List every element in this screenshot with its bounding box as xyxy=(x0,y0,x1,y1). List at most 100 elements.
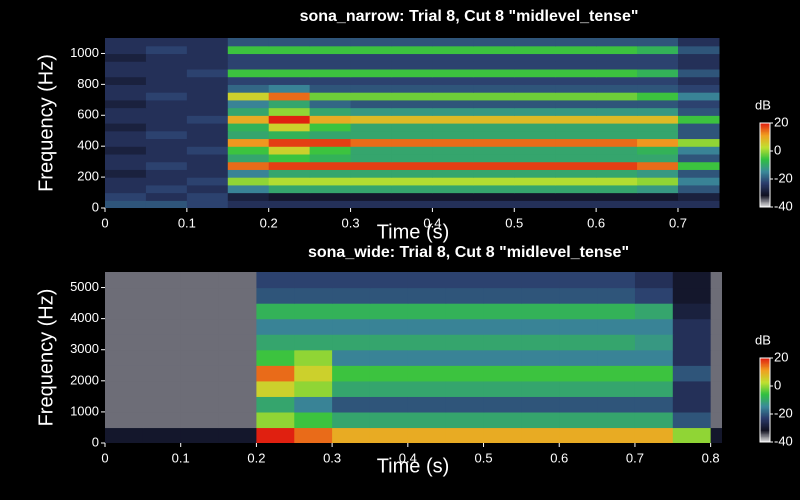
cell xyxy=(637,61,679,70)
cell xyxy=(227,92,270,101)
cell xyxy=(555,92,597,101)
cell xyxy=(186,130,229,140)
cell xyxy=(309,92,352,101)
cell xyxy=(105,115,147,124)
cell xyxy=(256,303,295,320)
cell xyxy=(445,365,485,382)
cell xyxy=(672,334,712,351)
y-axis-label: Frequency (Hz) xyxy=(35,54,57,192)
cell xyxy=(710,396,722,413)
cell xyxy=(473,76,515,85)
cell xyxy=(407,380,447,397)
colorbar-tick-label: 20 xyxy=(774,349,788,364)
cell xyxy=(432,200,474,208)
cell xyxy=(218,396,258,413)
x-tick-label: 0 xyxy=(101,215,108,230)
x-tick-label: 0.5 xyxy=(505,215,523,230)
cell xyxy=(227,99,270,109)
cell xyxy=(597,287,636,304)
cell xyxy=(180,272,220,289)
cell xyxy=(677,61,720,70)
cell xyxy=(180,396,220,413)
colorbar-swatch xyxy=(760,180,770,183)
cell xyxy=(391,76,434,85)
cell xyxy=(637,99,679,109)
colorbar-swatch xyxy=(760,141,770,144)
cell xyxy=(369,349,409,366)
cell xyxy=(596,68,638,78)
cell xyxy=(710,303,722,320)
cell xyxy=(514,107,556,116)
cell xyxy=(186,169,229,178)
cell xyxy=(294,318,333,335)
cell xyxy=(105,169,147,178)
colorbar-swatch xyxy=(760,435,770,437)
colorbar-swatch xyxy=(760,405,770,408)
cell xyxy=(145,161,188,170)
cell xyxy=(483,287,522,304)
colorbar-swatch xyxy=(760,380,770,383)
cell xyxy=(521,380,560,397)
chart-title: sona_narrow: Trial 8, Cut 8 "midlevel_te… xyxy=(300,8,639,25)
cell xyxy=(473,200,515,208)
cell xyxy=(559,411,598,429)
cell xyxy=(637,200,679,208)
cell xyxy=(672,396,712,413)
cell xyxy=(227,161,270,170)
cell xyxy=(227,107,270,116)
cell xyxy=(677,45,720,55)
cell xyxy=(105,318,144,335)
cell xyxy=(483,427,522,443)
x-tick-label: 0.1 xyxy=(172,450,190,465)
colorbar-swatch xyxy=(760,412,770,415)
cell xyxy=(473,45,515,55)
cell xyxy=(637,138,679,147)
cell xyxy=(483,396,522,413)
cell xyxy=(391,92,434,101)
spectrogram xyxy=(105,272,722,443)
cell xyxy=(105,287,144,304)
colorbar-swatch xyxy=(760,433,770,436)
colorbar-label: dB xyxy=(755,332,771,347)
colorbar-swatch xyxy=(760,146,770,149)
cell xyxy=(391,192,434,201)
cell xyxy=(186,200,229,208)
cell xyxy=(256,318,295,335)
cell xyxy=(432,123,474,132)
colorbar-tick-label: -20 xyxy=(774,405,793,420)
cell xyxy=(514,146,556,155)
cell xyxy=(432,169,474,178)
cell xyxy=(637,115,679,124)
cell xyxy=(145,38,188,47)
cell xyxy=(186,138,229,147)
cell xyxy=(105,177,147,186)
cell xyxy=(597,380,636,397)
cell xyxy=(309,146,352,155)
cell xyxy=(473,138,515,147)
cell xyxy=(634,272,674,289)
colorbar-tick-label: -20 xyxy=(774,170,793,185)
cell xyxy=(391,107,434,116)
cell xyxy=(432,92,474,101)
colorbar-swatch xyxy=(760,437,770,440)
cell xyxy=(514,76,556,85)
cell xyxy=(559,303,598,320)
cell xyxy=(369,287,409,304)
cell xyxy=(145,61,188,70)
cell xyxy=(432,153,474,163)
cell xyxy=(677,161,720,170)
cell xyxy=(350,53,393,62)
cell xyxy=(142,349,182,366)
cell xyxy=(637,169,679,178)
cell xyxy=(514,99,556,109)
colorbar-swatch xyxy=(760,358,770,360)
cell xyxy=(105,272,144,289)
cell xyxy=(227,200,270,208)
cell xyxy=(672,272,712,289)
x-tick-label: 0.8 xyxy=(702,450,720,465)
cell xyxy=(596,53,638,62)
colorbar-swatch xyxy=(760,379,770,381)
colorbar-swatch xyxy=(760,163,770,166)
cell xyxy=(555,38,597,47)
cell xyxy=(597,272,636,289)
